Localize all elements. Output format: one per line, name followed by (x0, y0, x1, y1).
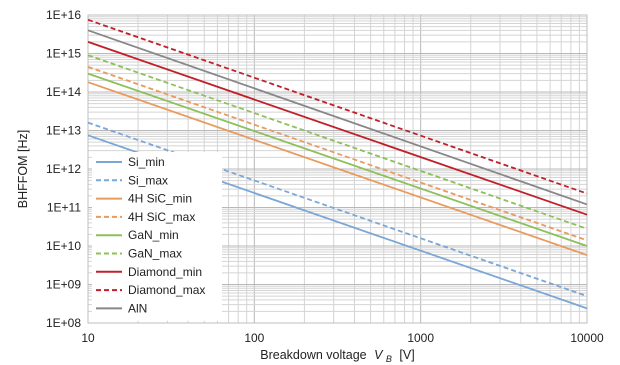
plot-frame (87, 14, 588, 324)
legend-label-8: AlN (128, 301, 147, 315)
x-tick-label: 1000 (407, 331, 434, 345)
x-tick-label: 100 (244, 331, 264, 345)
y-tick-label: 1E+15 (46, 47, 81, 61)
y-tick-labels: 1E+08 1E+09 1E+10 1E+11 1E+12 1E+13 1E+14 1E+15… (46, 8, 81, 330)
series-line-2 (87, 81, 588, 256)
y-tick-label: 1E+13 (46, 124, 81, 138)
x-axis-title: Breakdown voltage V B [V] (260, 348, 414, 365)
y-tick-label: 1E+08 (46, 316, 81, 330)
legend-label-2: 4H SiC_min (128, 192, 192, 206)
legend-label-3: 4H SiC_max (128, 210, 195, 224)
series-line-4 (87, 72, 588, 247)
legend: Si_min Si_max 4H SiC_min 4H SiC_max GaN_min G… (92, 152, 222, 321)
series-line-8 (87, 29, 588, 206)
x-axis-symbol: V (374, 348, 384, 362)
legend-label-0: Si_min (128, 155, 165, 169)
legend-label-7: Diamond_max (128, 283, 205, 297)
y-tick-label: 1E+11 (47, 201, 81, 215)
x-tick-labels: 10 100 1000 10000 (81, 331, 604, 345)
x-axis-subscript: B (386, 354, 392, 364)
x-axis-unit: [V] (399, 348, 414, 362)
legend-label-4: GaN_min (128, 228, 179, 242)
series-line-1 (87, 121, 588, 297)
y-tick-label: 1E+16 (46, 8, 81, 22)
x-tick-label: 10 (81, 331, 95, 345)
series-line-5 (87, 54, 588, 230)
legend-label-5: GaN_max (128, 247, 182, 261)
y-tick-label: 1E+09 (46, 278, 81, 292)
series-line-7 (87, 18, 588, 195)
legend-label-1: Si_max (128, 173, 168, 187)
series-line-3 (87, 65, 588, 242)
y-tick-label: 1E+10 (46, 239, 81, 253)
x-tick-label: 10000 (570, 331, 604, 345)
y-tick-label: 1E+14 (46, 85, 81, 99)
x-axis-title-text: Breakdown voltage (260, 348, 366, 362)
y-tick-label: 1E+12 (46, 162, 81, 176)
series-line-6 (87, 41, 588, 216)
legend-label-6: Diamond_min (128, 265, 202, 279)
y-axis-title: BHFFOM [Hz] (16, 130, 30, 208)
